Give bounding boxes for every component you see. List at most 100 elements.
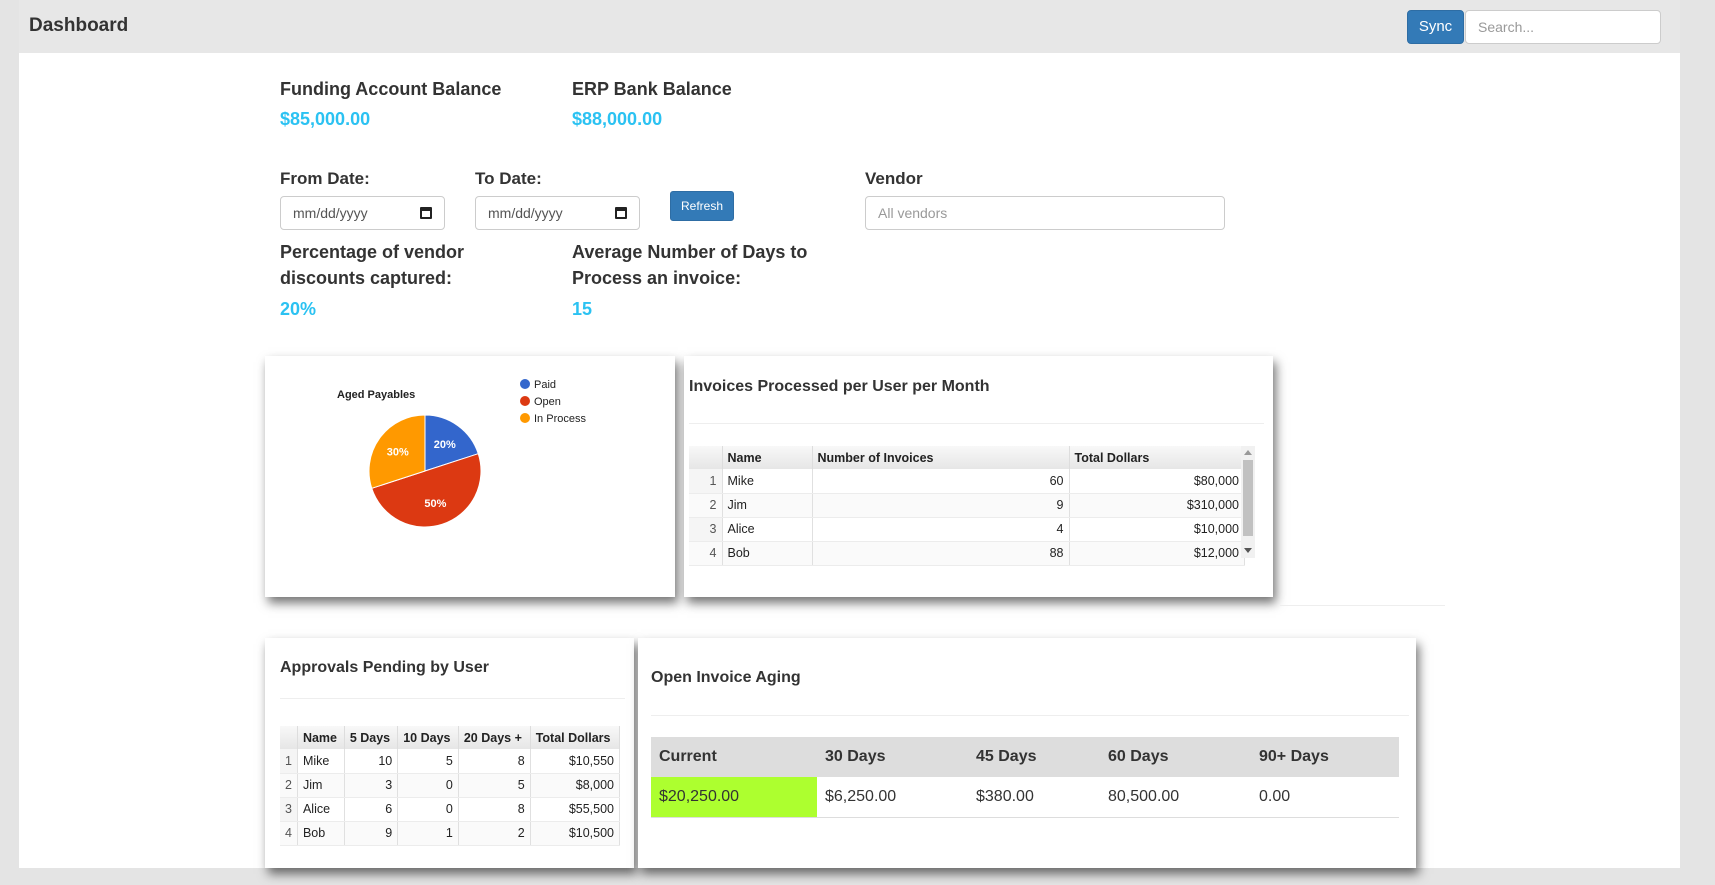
table-scrollbar[interactable] — [1241, 446, 1255, 558]
vendor-label: Vendor — [865, 169, 923, 188]
to-date-label: To Date: — [475, 169, 542, 188]
discount-label-line2: discounts captured: — [280, 268, 453, 288]
search-input[interactable] — [1465, 10, 1661, 44]
name-cell: Jim — [722, 493, 813, 518]
legend-swatch-icon — [520, 413, 530, 423]
aging-30-days-value: $6,250.00 — [817, 777, 968, 818]
name-cell: Mike — [297, 749, 345, 774]
column-header[interactable]: Name — [722, 446, 813, 469]
invoices-processed-card: Invoices Processed per User per Month Na… — [684, 356, 1273, 597]
twenty-days-cell: 8 — [458, 749, 531, 774]
row-index: 3 — [280, 797, 298, 822]
legend-item[interactable]: In Process — [520, 412, 586, 426]
name-cell: Mike — [722, 469, 813, 494]
table-row[interactable]: 3 Alice 6 0 8 $55,500 — [280, 797, 621, 822]
discount-label-line1: Percentage of vendor — [280, 242, 465, 262]
calendar-icon[interactable] — [420, 207, 432, 219]
card-divider — [651, 715, 1409, 716]
pie-slice-in-process[interactable] — [368, 414, 426, 489]
invoice-count-cell: 88 — [812, 541, 1070, 566]
table-row[interactable]: 4 Bob 88 $12,000 — [689, 541, 1245, 566]
page-scrollbar-track[interactable] — [1680, 0, 1715, 885]
column-header[interactable]: 5 Days — [344, 726, 399, 749]
refresh-button[interactable]: Refresh — [670, 191, 734, 221]
invoice-count-cell: 9 — [812, 493, 1070, 518]
aging-45-days-value: $380.00 — [968, 777, 1100, 818]
aging-header-row: Current 30 Days 45 Days 60 Days 90+ Days — [651, 737, 1399, 777]
section-divider — [1280, 605, 1445, 606]
legend-label: In Process — [534, 413, 586, 425]
card-divider — [689, 423, 1264, 424]
open-invoice-aging-card: Open Invoice Aging Current 30 Days 45 Da… — [638, 638, 1416, 868]
row-index: 4 — [689, 541, 723, 566]
five-days-cell: 9 — [344, 821, 399, 846]
sync-button[interactable]: Sync — [1407, 10, 1464, 44]
index-column-header — [689, 446, 723, 469]
scroll-down-arrow-icon[interactable] — [1244, 548, 1252, 553]
name-cell: Jim — [297, 773, 345, 798]
five-days-cell: 6 — [344, 797, 399, 822]
legend-label: Paid — [534, 379, 557, 391]
scroll-up-arrow-icon[interactable] — [1244, 450, 1252, 455]
scrollbar-thumb[interactable] — [1243, 460, 1253, 536]
table-row[interactable]: 1 Mike 10 5 8 $10,550 — [280, 749, 621, 774]
pie-slice-open[interactable] — [371, 453, 482, 528]
table-header-row: Name 5 Days 10 Days 20 Days + Total Doll… — [280, 726, 621, 749]
vendor-input[interactable] — [865, 196, 1225, 230]
to-date-placeholder: mm/dd/yyyy — [488, 205, 563, 221]
table-header-row: Name Number of Invoices Total Dollars — [689, 446, 1245, 469]
row-index: 4 — [280, 821, 298, 846]
row-index: 2 — [280, 773, 298, 798]
approvals-pending-card: Approvals Pending by User Name 5 Days 10… — [265, 638, 634, 868]
table-row[interactable]: 2 Jim 9 $310,000 — [689, 493, 1245, 518]
table-row[interactable]: 1 Mike 60 $80,000 — [689, 469, 1245, 494]
total-dollars-cell: $310,000 — [1069, 493, 1245, 518]
name-cell: Bob — [722, 541, 813, 566]
invoice-count-cell: 60 — [812, 469, 1070, 494]
pie-slice-paid[interactable] — [424, 414, 479, 472]
total-dollars-cell: $10,500 — [530, 821, 621, 846]
column-header[interactable]: 20 Days + — [458, 726, 531, 749]
column-header[interactable]: 10 Days — [397, 726, 459, 749]
legend-swatch-icon — [520, 379, 530, 389]
funding-balance-value: $85,000.00 — [280, 109, 371, 129]
to-date-input[interactable]: mm/dd/yyyy — [475, 196, 640, 230]
from-date-input[interactable]: mm/dd/yyyy — [280, 196, 445, 230]
table-row[interactable]: 3 Alice 4 $10,000 — [689, 517, 1245, 542]
discount-metric-value: 20% — [280, 299, 317, 319]
calendar-icon[interactable] — [615, 207, 627, 219]
invoices-processed-title: Invoices Processed per User per Month — [689, 378, 990, 395]
column-header[interactable]: Number of Invoices — [812, 446, 1070, 469]
total-dollars-cell: $8,000 — [530, 773, 621, 798]
from-date-placeholder: mm/dd/yyyy — [293, 205, 368, 221]
legend-item[interactable]: Paid — [520, 378, 556, 392]
days-label-line2: Process an invoice: — [572, 268, 742, 288]
column-header[interactable]: Total Dollars — [1069, 446, 1245, 469]
table-row[interactable]: 2 Jim 3 0 5 $8,000 — [280, 773, 621, 798]
erp-balance-label: ERP Bank Balance — [572, 79, 732, 99]
legend-item[interactable]: Open — [520, 395, 561, 409]
aging-value-row: $20,250.00 $6,250.00 $380.00 80,500.00 0… — [651, 777, 1399, 818]
open-invoice-aging-title: Open Invoice Aging — [651, 669, 801, 686]
aging-column-header: 45 Days — [968, 737, 1100, 777]
aging-column-header: 30 Days — [817, 737, 968, 777]
column-header[interactable]: Total Dollars — [530, 726, 621, 749]
top-navbar: Dashboard Sync — [19, 0, 1680, 53]
app-title: Dashboard — [29, 15, 129, 36]
table-row[interactable]: 4 Bob 9 1 2 $10,500 — [280, 821, 621, 846]
aging-current-value: $20,250.00 — [651, 777, 817, 818]
twenty-days-cell: 5 — [458, 773, 531, 798]
ten-days-cell: 5 — [397, 749, 459, 774]
legend-swatch-icon — [520, 396, 530, 406]
name-cell: Alice — [297, 797, 345, 822]
index-column-header — [280, 726, 298, 749]
aged-payables-card: Aged Payables 20% 50% 30% Paid Open In Proce… — [265, 356, 675, 597]
name-cell: Bob — [297, 821, 345, 846]
aging-60-days-value: 80,500.00 — [1100, 777, 1251, 818]
aged-payables-pie-chart: 20% 50% 30% — [368, 414, 482, 528]
column-header[interactable]: Name — [297, 726, 345, 749]
days-metric-label: Average Number of Days to Process an inv… — [572, 239, 807, 291]
five-days-cell: 3 — [344, 773, 399, 798]
aging-column-header: 90+ Days — [1251, 737, 1399, 777]
